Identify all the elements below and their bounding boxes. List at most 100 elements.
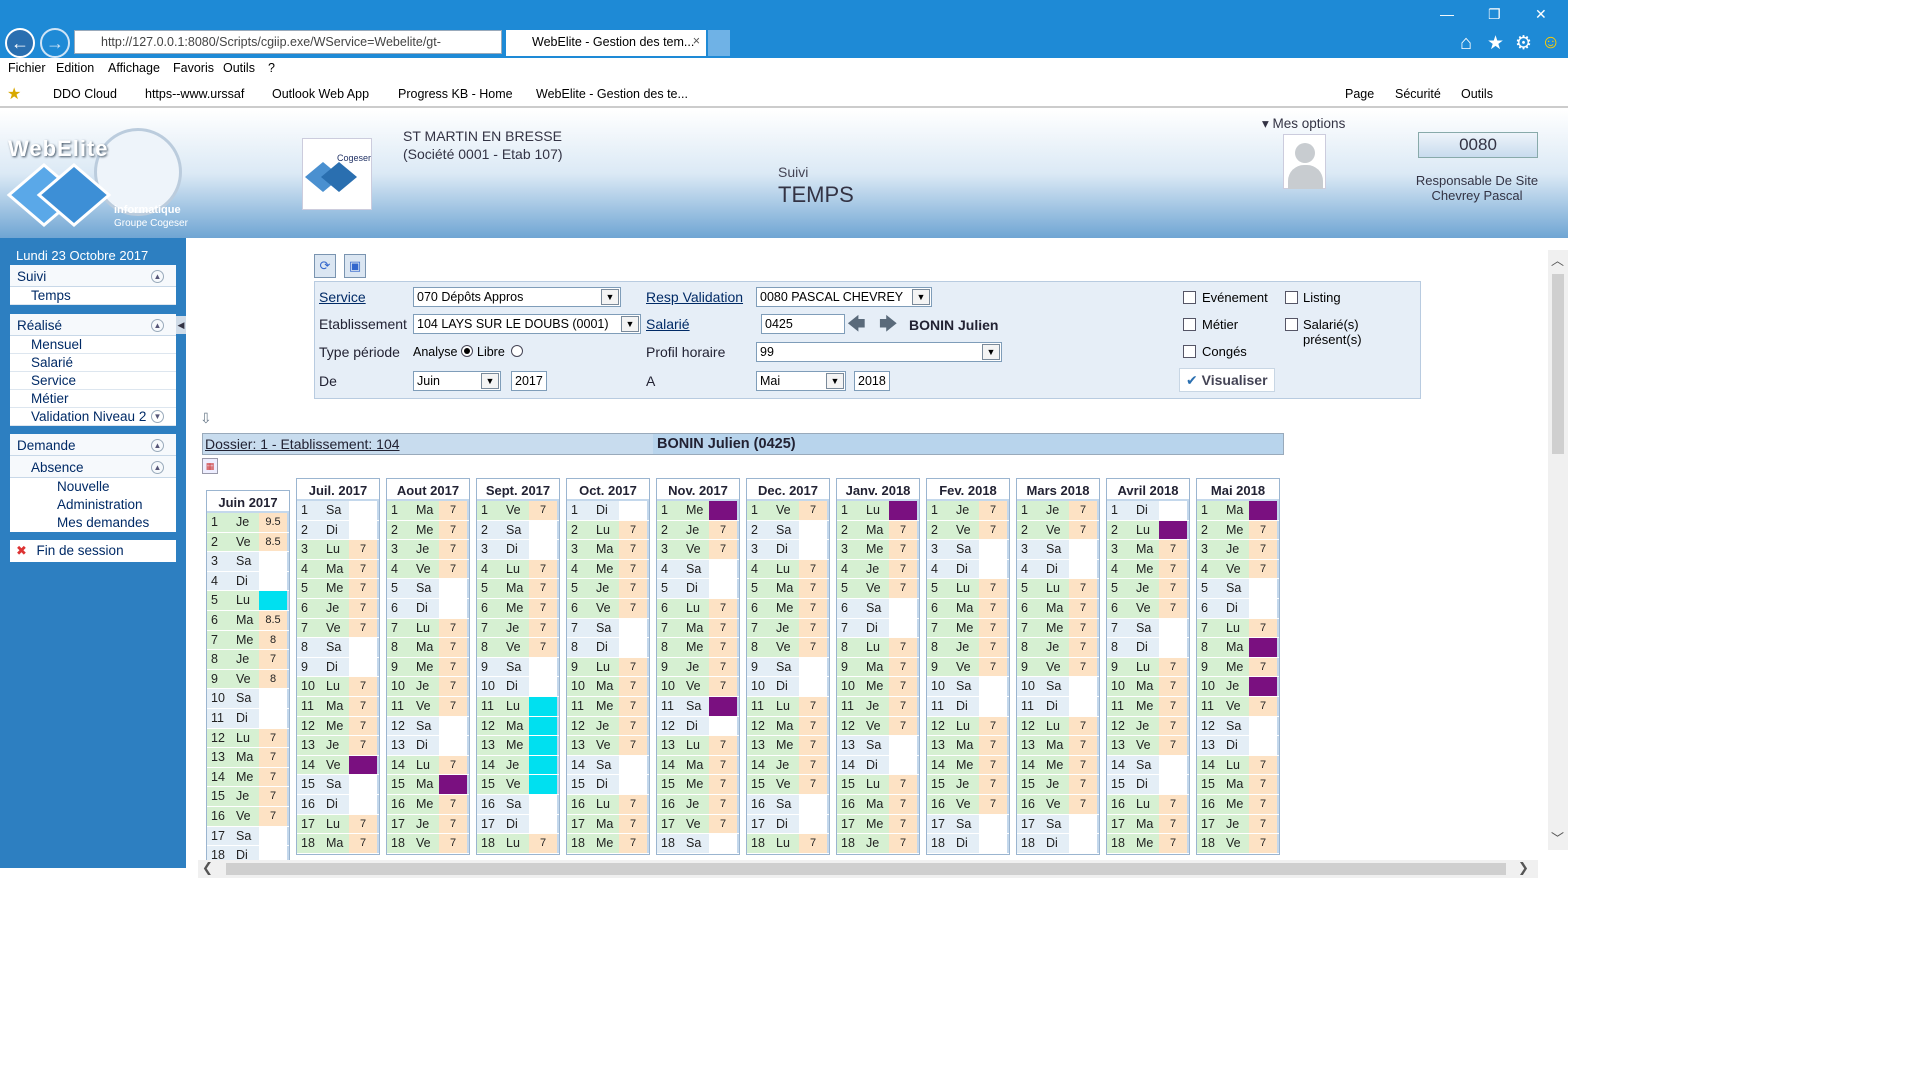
- day-hours[interactable]: [709, 716, 737, 736]
- day-hours[interactable]: 7: [979, 716, 1007, 736]
- day-hours[interactable]: 7: [979, 579, 1007, 598]
- calendar-day[interactable]: 18 Lu 7: [747, 834, 829, 854]
- metier-checkbox[interactable]: [1183, 318, 1196, 331]
- calendar-day[interactable]: 16 Lu 7: [567, 794, 649, 815]
- visualiser-button[interactable]: ✔ Visualiser: [1179, 368, 1275, 392]
- chevron-up-icon[interactable]: ▲: [151, 270, 164, 283]
- day-hours[interactable]: 7: [1069, 579, 1097, 598]
- collapse-sidebar-icon[interactable]: ◀: [176, 316, 186, 334]
- day-hours[interactable]: [349, 501, 377, 520]
- calendar-day[interactable]: 16 Me 7: [387, 794, 469, 815]
- calendar-day[interactable]: 15 Lu 7: [837, 775, 919, 795]
- chevron-down-icon[interactable]: ▼: [826, 373, 844, 389]
- day-hours[interactable]: 7: [349, 814, 377, 834]
- fav-outlook[interactable]: Outlook Web App: [272, 87, 370, 101]
- menu-outils[interactable]: Outils: [223, 61, 255, 75]
- day-hours[interactable]: [439, 736, 467, 755]
- calendar-day[interactable]: 17 Sa: [927, 814, 1009, 835]
- day-hours[interactable]: 7: [1249, 559, 1277, 579]
- day-hours[interactable]: [349, 775, 377, 794]
- day-hours[interactable]: 7: [619, 579, 647, 598]
- day-hours[interactable]: 7: [259, 767, 287, 787]
- calendar-day[interactable]: 18 Di: [1017, 834, 1099, 854]
- day-hours[interactable]: 7: [529, 598, 557, 618]
- day-hours[interactable]: 7: [979, 501, 1007, 520]
- day-hours[interactable]: [619, 638, 647, 657]
- calendar-day[interactable]: 17 Lu 7: [297, 814, 379, 835]
- calendar-day[interactable]: 6 Ma 8.5: [207, 610, 289, 631]
- day-hours[interactable]: 7: [889, 657, 917, 677]
- day-hours[interactable]: [529, 540, 557, 559]
- calendar-day[interactable]: 4 Ve 7: [1197, 559, 1279, 580]
- salarie-input[interactable]: 0425: [761, 314, 845, 334]
- calendar-day[interactable]: 5 Sa: [387, 579, 469, 599]
- day-hours[interactable]: [529, 657, 557, 677]
- calendar-day[interactable]: 9 Ve 7: [927, 657, 1009, 678]
- day-hours[interactable]: [799, 677, 827, 696]
- calendar-day[interactable]: 4 Ve 7: [387, 559, 469, 580]
- day-hours[interactable]: 7: [799, 501, 827, 520]
- calendar-day[interactable]: 12 Lu 7: [927, 716, 1009, 737]
- calendar-day[interactable]: 11 Me 7: [1107, 696, 1189, 717]
- minimize-icon[interactable]: —: [1440, 6, 1454, 22]
- day-hours[interactable]: [1159, 638, 1187, 657]
- day-hours[interactable]: 7: [349, 716, 377, 736]
- day-hours[interactable]: [889, 598, 917, 618]
- sidebar-item-salarie[interactable]: Salarié: [10, 354, 176, 372]
- day-hours[interactable]: 7: [529, 579, 557, 598]
- calendar-day[interactable]: 8 Me 7: [657, 638, 739, 658]
- day-hours[interactable]: 7: [1069, 618, 1097, 638]
- day-hours[interactable]: [529, 677, 557, 696]
- calendar-day[interactable]: 6 Ve 7: [567, 598, 649, 619]
- sidebar-head-demande[interactable]: Demande ▲: [10, 434, 176, 456]
- calendar-day[interactable]: 17 Sa: [1017, 814, 1099, 835]
- day-hours[interactable]: [349, 520, 377, 540]
- calendar-day[interactable]: 2 Je 7: [657, 520, 739, 541]
- calendar-day[interactable]: 11 Ve 7: [387, 696, 469, 717]
- vertical-scrollbar[interactable]: ︿ ﹀: [1548, 250, 1568, 850]
- day-hours[interactable]: 7: [979, 638, 1007, 657]
- day-hours[interactable]: 7: [349, 579, 377, 598]
- day-hours[interactable]: [259, 571, 287, 591]
- calendar-day[interactable]: 2 Ve 7: [927, 520, 1009, 541]
- day-hours[interactable]: 7: [1069, 638, 1097, 657]
- etablissement-select[interactable]: 104 LAYS SUR LE DOUBS (0001) ▼: [413, 314, 641, 334]
- day-hours[interactable]: [619, 618, 647, 638]
- day-hours[interactable]: 7: [1159, 736, 1187, 755]
- calendar-day[interactable]: 6 Je 7: [297, 598, 379, 619]
- day-hours[interactable]: 7: [619, 696, 647, 716]
- chevron-down-icon[interactable]: ▼: [601, 289, 619, 305]
- calendar-day[interactable]: 17 Ma 7: [1107, 814, 1189, 835]
- calendar-day[interactable]: 3 Ve 7: [657, 540, 739, 560]
- calendar-day[interactable]: 16 Sa: [477, 794, 559, 815]
- calendar-day[interactable]: 7 Je 7: [477, 618, 559, 639]
- calendar-day[interactable]: 10 Je: [1197, 677, 1279, 697]
- calendar-day[interactable]: 2 Ve 7: [1017, 520, 1099, 541]
- day-hours[interactable]: 7: [349, 677, 377, 696]
- day-hours[interactable]: 7: [709, 736, 737, 755]
- calendar-day[interactable]: 8 Di: [567, 638, 649, 658]
- day-hours[interactable]: 7: [439, 638, 467, 657]
- day-hours[interactable]: 7: [1159, 834, 1187, 853]
- day-hours[interactable]: [1069, 814, 1097, 834]
- day-hours[interactable]: 7: [619, 794, 647, 814]
- day-hours[interactable]: [709, 579, 737, 598]
- day-hours[interactable]: 7: [259, 650, 287, 669]
- calendar-day[interactable]: 5 Je 7: [567, 579, 649, 599]
- calendar-day[interactable]: 15 Je 7: [207, 787, 289, 807]
- calendar-day[interactable]: 5 Lu 7: [927, 579, 1009, 599]
- scroll-thumb[interactable]: [226, 863, 1506, 875]
- sidebar-item-service[interactable]: Service: [10, 372, 176, 390]
- day-hours[interactable]: [349, 657, 377, 677]
- day-hours[interactable]: [1069, 540, 1097, 559]
- day-hours[interactable]: 7: [1159, 540, 1187, 559]
- day-hours[interactable]: 7: [889, 716, 917, 736]
- chevron-down-icon[interactable]: ▼: [151, 410, 164, 423]
- calendar-day[interactable]: 1 Lu: [837, 501, 919, 521]
- calendar-day[interactable]: 4 Lu 7: [747, 559, 829, 580]
- calendar-day[interactable]: 1 Di: [567, 501, 649, 521]
- calendar-day[interactable]: 5 Je 7: [1107, 579, 1189, 599]
- calendar-day[interactable]: 11 Ve 7: [1197, 696, 1279, 717]
- calendar-day[interactable]: 9 Lu 7: [1107, 657, 1189, 678]
- day-hours[interactable]: 7: [259, 728, 287, 748]
